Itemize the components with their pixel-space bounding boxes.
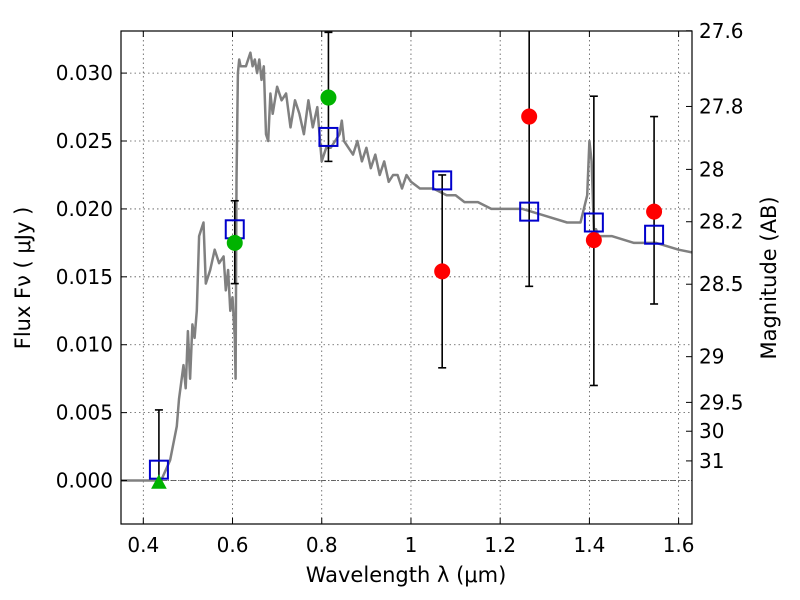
magnitude-tick-label: 28 [699,157,724,181]
magnitude-tick-label: 30 [699,419,724,443]
magnitude-ticks: 27.6 27.8 28 28.2 28.5 29 29.5 30 31 [686,19,744,473]
observed-point [585,232,602,249]
magnitude-tick-label: 28.2 [699,210,744,234]
template-spectrum [121,51,692,482]
observed-point-upper-limit [151,474,167,489]
y-tick-label: 0.025 [56,129,113,153]
plot-frame [120,30,693,525]
y-tick-label: 0.000 [56,469,113,493]
y2-axis-title: Magnitude (AB) [757,196,781,359]
observed-point [521,108,538,125]
observed-point [320,89,337,106]
template-spectrum-line [121,51,692,482]
y-tick-label: 0.005 [56,401,113,425]
y-tick-label: 0.020 [56,197,113,221]
magnitude-tick-label: 28.5 [699,272,744,296]
magnitude-tick-label: 27.6 [699,19,744,43]
x-tick-label: 0.6 [217,533,249,557]
magnitude-tick-label: 29 [699,345,724,369]
y-tick-label: 0.010 [56,333,113,357]
model-point-square [583,212,604,233]
observed-point [434,263,451,280]
model-point-square [519,201,540,222]
grid-lines [121,31,692,524]
magnitude-tick-label: 27.8 [699,94,744,118]
model-point-square [644,224,665,245]
y-tick-label: 0.015 [56,265,113,289]
model-point-square [318,126,339,147]
y-ticks: 0.000 0.005 0.010 0.015 0.020 0.025 0.030 [56,61,127,493]
x-tick-label: 1.6 [663,533,695,557]
y-axis-title: Flux Fν ( μJy ) [11,207,35,350]
observed-points [151,89,663,489]
magnitude-tick-label: 31 [699,449,724,473]
x-ticks: 0.4 0.6 0.8 1 1.2 1.4 1.6 [127,31,695,557]
plot-background [121,31,692,524]
x-tick-label: 0.8 [306,533,338,557]
x-tick-label: 1.4 [573,533,605,557]
x-tick-label: 1.2 [484,533,516,557]
x-tick-label: 1 [405,533,418,557]
y-tick-label: 0.030 [56,61,113,85]
observed-point [646,203,663,220]
model-point-square [432,170,453,191]
observed-point [226,234,243,251]
x-tick-label: 0.4 [127,533,159,557]
x-axis-title: Wavelength λ (μm) [306,563,507,587]
magnitude-tick-label: 29.5 [699,390,744,414]
